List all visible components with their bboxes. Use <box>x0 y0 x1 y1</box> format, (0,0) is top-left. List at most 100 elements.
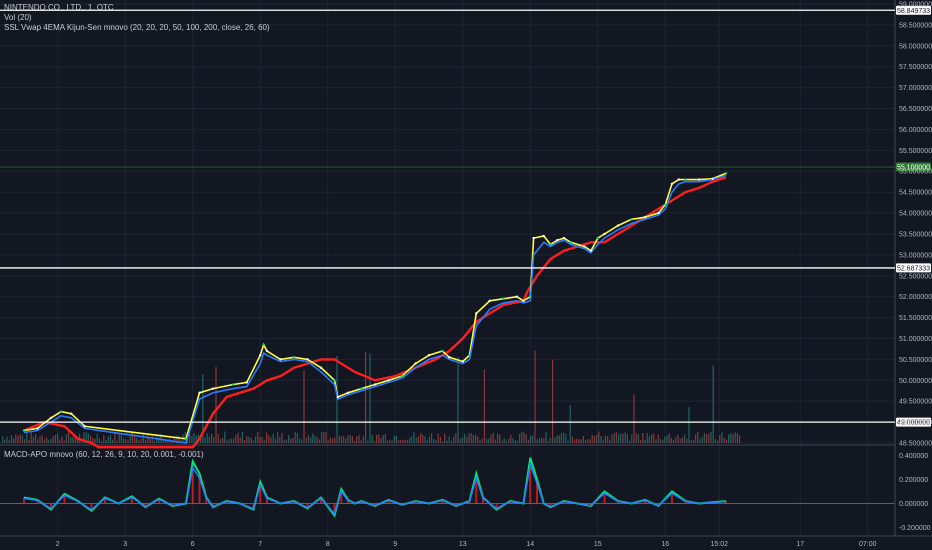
volume-bar <box>677 435 679 443</box>
volume-bar <box>514 440 516 443</box>
volume-bar <box>281 432 283 443</box>
price-dot <box>657 211 660 215</box>
volume-bar <box>90 435 92 443</box>
volume-bar <box>424 436 426 443</box>
volume-bar <box>472 435 474 443</box>
volume-bar <box>244 440 246 443</box>
price-dot <box>83 425 86 428</box>
price-dot <box>556 239 559 242</box>
volume-bar <box>41 435 43 443</box>
level-label-bg <box>896 5 931 15</box>
volume-bar <box>336 355 338 443</box>
volume-bar <box>675 437 677 443</box>
volume-bar <box>10 435 12 443</box>
price-tick-label: 53.000000 <box>899 252 932 259</box>
volume-bar <box>28 439 30 443</box>
volume-bar <box>279 437 281 443</box>
legend-indicator[interactable]: SSL Vwap 4EMA Kijun-Sen mnovo (20, 20, 2… <box>4 23 270 32</box>
volume-bar <box>497 433 499 443</box>
macd-hist-bar <box>144 503 147 508</box>
volume-bar <box>367 440 369 443</box>
volume-bar <box>138 440 140 443</box>
price-dot <box>529 295 532 298</box>
price-tick-label: 55.500000 <box>899 148 932 155</box>
volume-bar <box>356 436 358 443</box>
macd-hist-bar <box>529 457 532 504</box>
macd-hist-bar <box>482 497 484 504</box>
macd-hist-bar <box>549 503 552 508</box>
macd-hist-bar <box>340 489 343 504</box>
macd-hist-bar <box>414 501 417 504</box>
volume-bar <box>325 432 327 443</box>
volume-bar <box>428 436 430 443</box>
volume-bar <box>576 438 578 443</box>
volume-bar <box>461 437 463 443</box>
price-dot <box>684 178 687 181</box>
time-tick-label: 14 <box>526 541 534 548</box>
price-dot <box>677 178 680 181</box>
volume-bar <box>151 436 153 443</box>
volume-bar <box>556 435 558 443</box>
volume-bar <box>626 433 628 443</box>
volume-bar <box>239 437 241 443</box>
volume-bar <box>158 437 160 443</box>
price-dot <box>603 232 606 236</box>
price-dot <box>184 437 188 441</box>
level-label-bg <box>896 162 931 172</box>
volume-bar <box>466 436 468 443</box>
macd-hist-bar <box>333 503 336 516</box>
price-dot <box>468 354 471 357</box>
volume-bar <box>43 439 45 443</box>
volume-bar <box>728 434 730 443</box>
price-dot <box>400 374 404 378</box>
volume-bar <box>193 433 195 443</box>
volume-bar <box>206 433 208 443</box>
volume-bar <box>670 438 672 443</box>
volume-bar <box>230 438 232 443</box>
volume-bar <box>211 433 213 443</box>
volume-bar <box>200 436 202 443</box>
legend-symbol[interactable]: NINTENDO CO., LTD., 1, OTC <box>4 3 114 12</box>
price-dot <box>36 427 39 430</box>
volume-bar <box>316 437 318 443</box>
volume-bar <box>17 436 19 443</box>
volume-bar <box>140 438 142 443</box>
volume-bar <box>651 434 653 443</box>
volume-bar <box>712 365 714 443</box>
volume-bar <box>380 438 382 443</box>
volume-bar <box>54 434 56 443</box>
legend-macd[interactable]: MACD-APO mnovo (60, 12, 26, 9, 10, 20, 0… <box>4 450 204 459</box>
volume-bar <box>30 431 32 443</box>
volume-bar <box>59 439 61 443</box>
macd-hist-bar <box>306 503 309 509</box>
volume-bar <box>444 433 446 443</box>
volume-bar <box>156 436 158 443</box>
volume-bar <box>250 437 252 443</box>
price-dot <box>59 410 63 413</box>
price-dot <box>569 241 572 244</box>
macd-hist-bar <box>455 503 457 506</box>
volume-bar <box>442 440 444 443</box>
volume-bar <box>629 440 631 443</box>
volume-bar <box>76 438 78 443</box>
volume-bar <box>664 436 666 443</box>
volume-bar <box>131 432 133 443</box>
volume-bar <box>431 433 433 443</box>
volume-bar <box>560 432 562 443</box>
volume-bar <box>219 438 221 443</box>
volume-bar <box>347 435 349 443</box>
volume-bar <box>237 432 239 443</box>
volume-bar <box>246 436 248 443</box>
price-dot <box>502 297 505 300</box>
volume-bar <box>609 439 611 443</box>
horizontal-levels[interactable]: 58.849733 52.687333 49.000000 55.100000 <box>0 5 931 427</box>
price-tick-label: 53.500000 <box>899 231 932 238</box>
grid-lines <box>0 0 932 537</box>
volume-bar <box>640 440 642 443</box>
volume-bar <box>475 434 477 443</box>
price-tick-label: 55.000000 <box>899 169 932 176</box>
volume-bar <box>710 431 712 443</box>
legend-volume[interactable]: Vol (20) <box>4 13 32 22</box>
volume-bar <box>488 438 490 443</box>
